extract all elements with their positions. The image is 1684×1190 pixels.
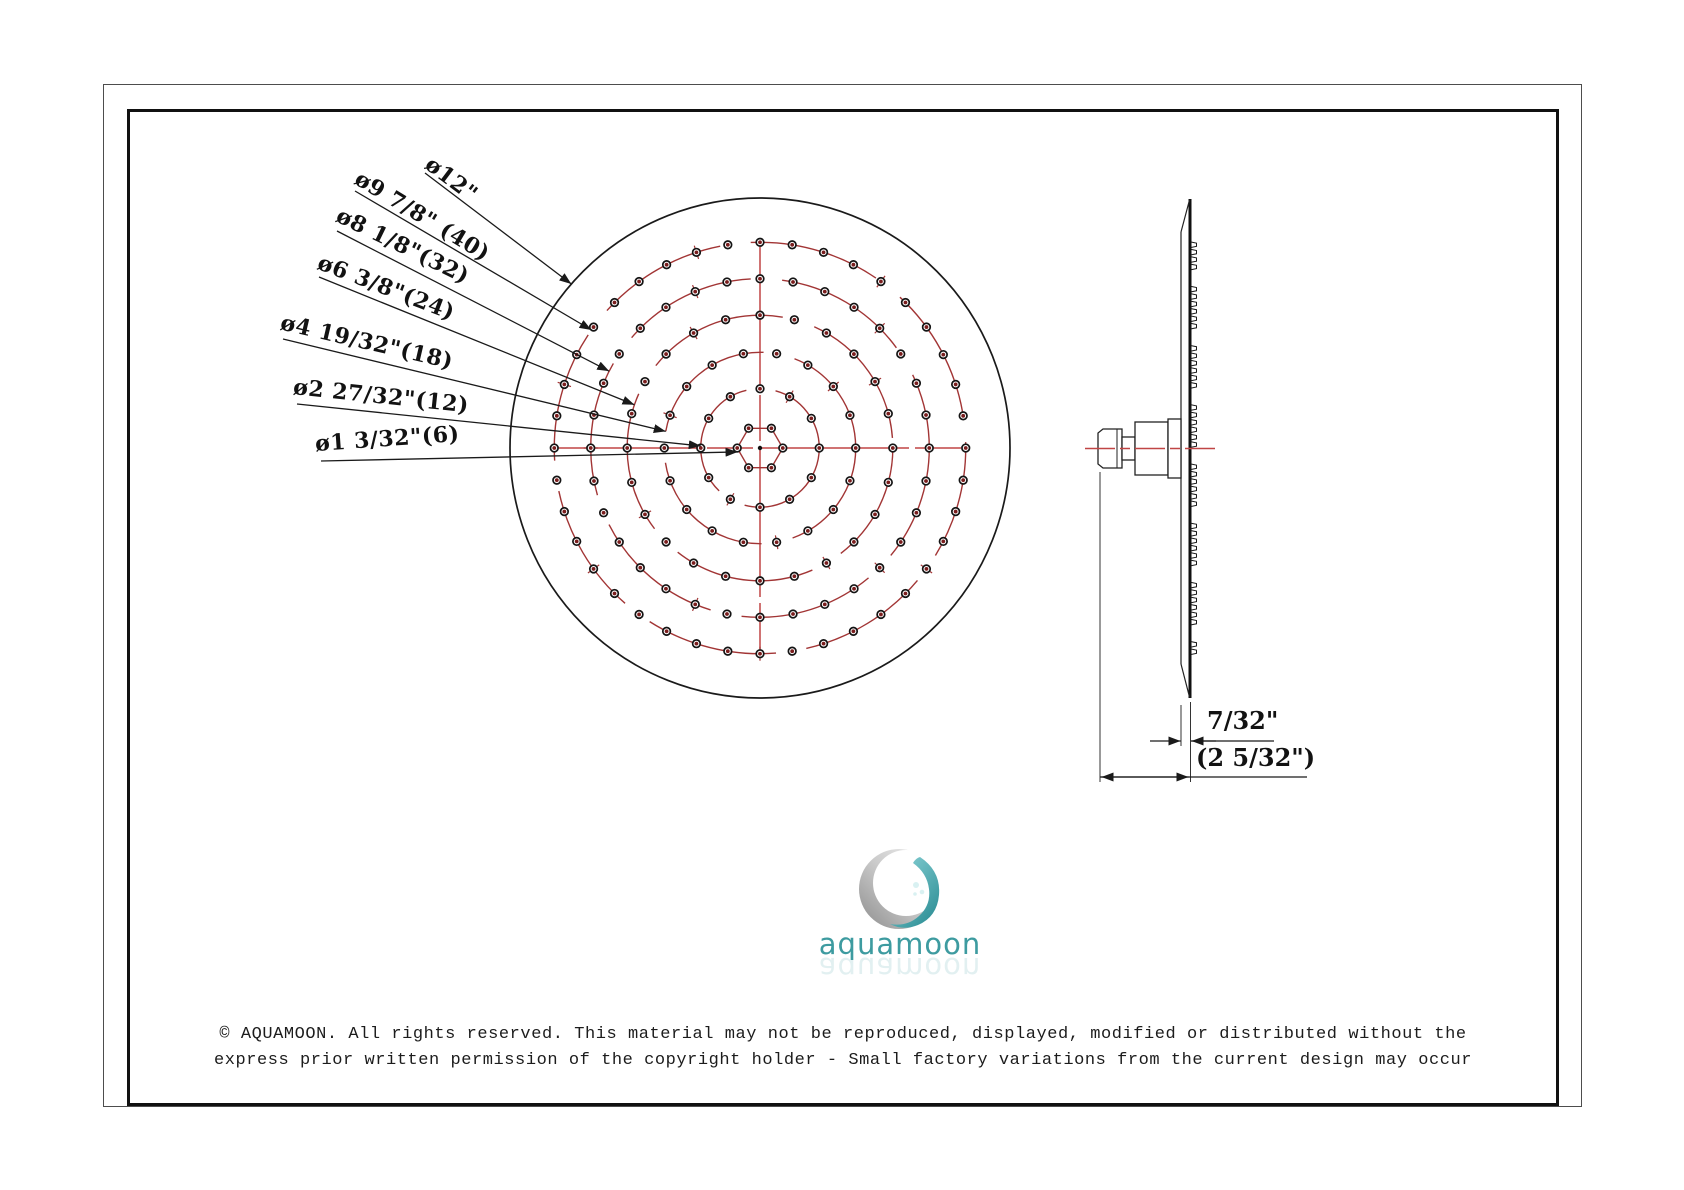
depth-dimension-label: (2 5/32") — [1196, 743, 1316, 772]
sheet-outer-border — [103, 84, 1582, 1107]
aquamoon-logo-text: aquamoon — [818, 927, 982, 961]
aquamoon-logo: aquamoon aquamoon — [795, 845, 1005, 985]
copyright-line-1: © AQUAMOON. All rights reserved. This ma… — [219, 1025, 1467, 1044]
copyright-line-2: express prior written permission of the … — [214, 1051, 1472, 1070]
copyright-notice: © AQUAMOON. All rights reserved. This ma… — [127, 1022, 1559, 1074]
aquamoon-moon-icon — [859, 849, 940, 929]
aquamoon-logo-reflection: aquamoon — [818, 951, 982, 985]
sheet-inner-border — [127, 109, 1559, 1106]
thickness-dimension-label: 7/32" — [1207, 706, 1279, 735]
